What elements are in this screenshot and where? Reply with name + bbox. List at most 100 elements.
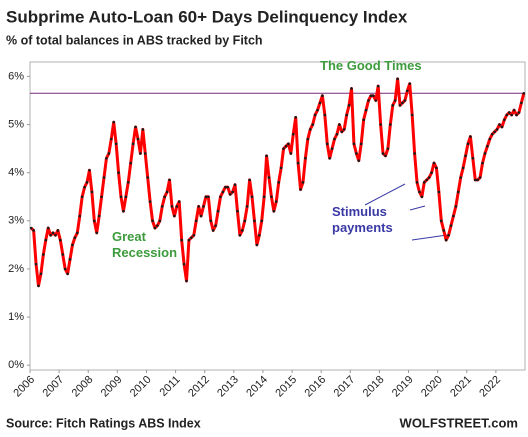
data-point [473, 178, 477, 182]
data-point [389, 123, 392, 126]
x-tick-label: 2017 [332, 374, 358, 400]
data-point [49, 233, 52, 237]
data-point [109, 137, 113, 141]
y-tick-label: 4% [8, 167, 24, 179]
data-point [381, 152, 385, 155]
data-point [136, 137, 140, 141]
data-point [308, 128, 312, 131]
data-point [231, 190, 234, 194]
data-point [117, 171, 120, 174]
data-point [393, 99, 397, 102]
x-tick-label: 2021 [448, 374, 474, 400]
x-tick-label: 2012 [186, 374, 212, 400]
data-point [139, 152, 142, 155]
data-point [270, 195, 273, 199]
data-point [95, 231, 99, 235]
x-tick-label: 2013 [215, 374, 241, 400]
y-tick-label: 1% [8, 311, 24, 323]
data-point [134, 125, 137, 129]
data-point [83, 185, 86, 189]
x-tick-label: 2019 [390, 374, 416, 400]
data-point [512, 108, 516, 112]
data-point [153, 226, 157, 230]
data-point [78, 214, 82, 218]
arrow [411, 234, 448, 241]
data-point [415, 181, 419, 184]
data-point [294, 116, 297, 119]
data-point [255, 243, 259, 247]
data-point [226, 185, 230, 189]
data-point [141, 128, 145, 131]
data-point [202, 205, 205, 208]
data-point [44, 238, 48, 242]
data-point [498, 123, 501, 126]
data-point [73, 236, 77, 239]
source: Source: Fitch Ratings ABS Index [6, 416, 201, 430]
y-tick-label: 3% [8, 215, 24, 227]
data-point [364, 108, 368, 112]
data-point [267, 176, 271, 179]
data-point [46, 226, 50, 230]
data-point [306, 137, 310, 141]
data-point [114, 142, 118, 146]
data-point [466, 142, 470, 146]
x-tick-label: 2006 [11, 374, 37, 400]
y-tick-label: 5% [8, 118, 24, 130]
data-point [490, 132, 494, 136]
data-point [362, 118, 365, 122]
data-point [262, 195, 266, 199]
data-point [238, 233, 242, 237]
data-point [211, 229, 215, 232]
data-point [68, 258, 72, 261]
data-point [461, 166, 465, 170]
data-point [219, 195, 222, 199]
data-point [284, 144, 288, 148]
data-point [401, 101, 404, 105]
data-point [464, 154, 467, 158]
data-point [505, 113, 509, 117]
data-point [29, 226, 33, 230]
data-point [37, 284, 40, 288]
data-point [408, 82, 412, 85]
data-point [241, 229, 244, 232]
data-point [313, 113, 317, 117]
data-point [228, 193, 232, 196]
data-point [330, 147, 334, 150]
data-point [423, 181, 426, 184]
y-tick-label: 2% [8, 263, 24, 275]
data-point [304, 156, 307, 160]
data-point [163, 195, 166, 199]
x-tick-label: 2018 [361, 374, 387, 400]
data-point [124, 195, 128, 199]
data-point [338, 123, 341, 126]
data-point [454, 205, 458, 208]
data-point [503, 118, 506, 122]
data-point [522, 91, 526, 95]
data-point [143, 152, 147, 155]
data-point [185, 279, 188, 283]
data-point [59, 238, 62, 242]
data-point [471, 156, 475, 160]
data-point [160, 205, 164, 208]
chart-subtitle: % of total balances in ABS tracked by Fi… [6, 33, 263, 47]
data-point [347, 104, 351, 107]
data-point [410, 113, 414, 117]
data-point [384, 154, 387, 158]
data-point [413, 152, 416, 155]
annotation: The Good Times [320, 58, 422, 73]
data-point [90, 190, 94, 194]
data-point [199, 214, 203, 218]
data-point [376, 84, 380, 88]
data-point [233, 183, 237, 187]
data-point [357, 159, 361, 162]
data-point [260, 219, 264, 223]
data-point [97, 214, 101, 218]
data-point [510, 113, 513, 117]
data-point [350, 87, 353, 90]
data-point [197, 205, 200, 208]
data-point [32, 229, 35, 232]
data-point [323, 113, 327, 117]
data-point [311, 123, 314, 126]
data-point [287, 142, 290, 146]
data-point [459, 176, 462, 179]
